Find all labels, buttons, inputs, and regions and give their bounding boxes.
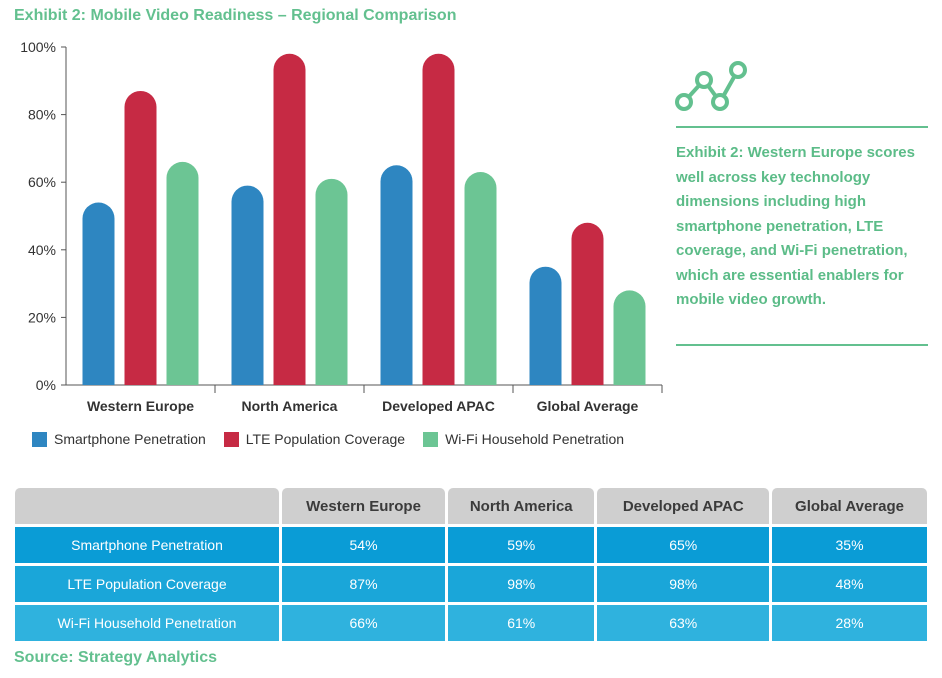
bar bbox=[613, 290, 646, 385]
table-row: Smartphone Penetration 54% 59% 65% 35% bbox=[15, 527, 927, 563]
bar bbox=[166, 161, 199, 385]
legend-item-lte: LTE Population Coverage bbox=[223, 431, 406, 447]
bar bbox=[82, 202, 115, 385]
table-row: Wi-Fi Household Penetration 66% 61% 63% … bbox=[15, 605, 927, 641]
table-header-row: Western Europe North America Developed A… bbox=[15, 488, 927, 524]
bar-chart: 0% 20% 40% 60% 80% 100% Western Europe North Am… bbox=[20, 39, 663, 414]
bar bbox=[124, 90, 157, 385]
row-label: LTE Population Coverage bbox=[15, 566, 279, 602]
legend-label-lte: LTE Population Coverage bbox=[245, 431, 406, 447]
legend-swatch-wifi bbox=[423, 431, 439, 447]
table-cell: 59% bbox=[448, 527, 595, 563]
legend-label-smartphone: Smartphone Penetration bbox=[54, 431, 206, 447]
line-chart-icon bbox=[675, 61, 747, 111]
y-tick-label: 0% bbox=[36, 377, 56, 393]
table-cell: 61% bbox=[448, 605, 595, 641]
x-tick-label: Developed APAC bbox=[382, 398, 495, 414]
x-tick-label: Global Average bbox=[537, 398, 639, 414]
y-tick-label: 60% bbox=[28, 174, 56, 190]
y-tick-label: 100% bbox=[20, 39, 56, 55]
y-tick-label: 40% bbox=[28, 242, 56, 258]
bar bbox=[422, 53, 455, 385]
data-table: Western Europe North America Developed A… bbox=[12, 485, 930, 644]
table-cell: 98% bbox=[448, 566, 595, 602]
x-tick-label: Western Europe bbox=[87, 398, 194, 414]
row-label: Wi-Fi Household Penetration bbox=[15, 605, 279, 641]
bar bbox=[315, 178, 348, 385]
table-row: LTE Population Coverage 87% 98% 98% 48% bbox=[15, 566, 927, 602]
row-label: Smartphone Penetration bbox=[15, 527, 279, 563]
table-cell: 63% bbox=[597, 605, 770, 641]
x-tick-label: North America bbox=[242, 398, 338, 414]
table-header-cell: North America bbox=[448, 488, 595, 524]
chart-legend: Smartphone Penetration LTE Population Co… bbox=[32, 431, 624, 447]
table-cell: 54% bbox=[282, 527, 446, 563]
bar bbox=[231, 185, 264, 385]
chart-title: Exhibit 2: Mobile Video Readiness – Regi… bbox=[14, 7, 457, 24]
bar bbox=[529, 266, 562, 385]
sidebar-bottom-rule bbox=[676, 344, 928, 346]
bar bbox=[571, 222, 604, 385]
legend-item-wifi: Wi-Fi Household Penetration bbox=[423, 431, 624, 447]
legend-swatch-smartphone bbox=[32, 431, 47, 447]
table-header-cell: Developed APAC bbox=[597, 488, 770, 524]
table-cell: 48% bbox=[772, 566, 927, 602]
bar bbox=[380, 165, 413, 385]
bar bbox=[273, 53, 306, 385]
table-cell: 35% bbox=[772, 527, 927, 563]
table-cell: 87% bbox=[282, 566, 446, 602]
sidebar-top-rule bbox=[676, 126, 928, 128]
table-header-cell: Western Europe bbox=[282, 488, 446, 524]
table-header-cell: Global Average bbox=[772, 488, 927, 524]
y-tick-label: 80% bbox=[28, 107, 56, 123]
table-cell: 65% bbox=[597, 527, 770, 563]
legend-label-wifi: Wi-Fi Household Penetration bbox=[445, 431, 625, 447]
y-tick-label: 20% bbox=[28, 309, 56, 325]
sidebar-callout-text: Exhibit 2: Western Europe scores well ac… bbox=[676, 144, 915, 308]
table-cell: 28% bbox=[772, 605, 927, 641]
bar bbox=[464, 172, 497, 385]
source-note: Source: Strategy Analytics bbox=[14, 649, 218, 666]
table-corner-cell bbox=[15, 488, 279, 524]
table-cell: 66% bbox=[282, 605, 446, 641]
legend-swatch-lte bbox=[223, 431, 239, 447]
table-cell: 98% bbox=[597, 566, 770, 602]
legend-item-smartphone: Smartphone Penetration bbox=[32, 431, 206, 447]
